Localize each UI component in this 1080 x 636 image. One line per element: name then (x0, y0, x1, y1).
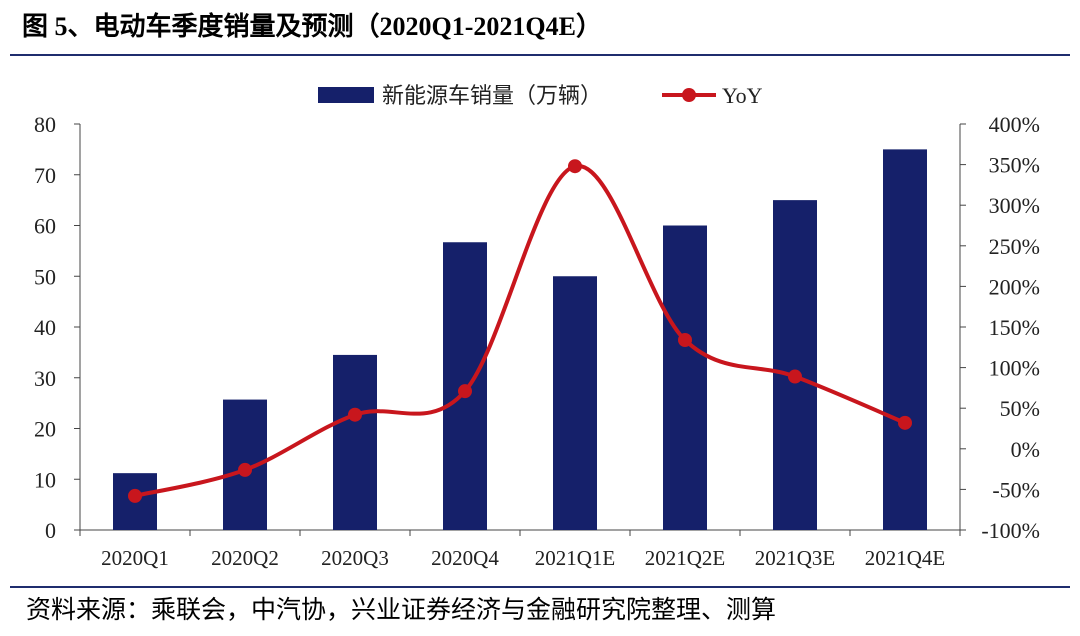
right-tick-label: 300% (989, 193, 1040, 218)
chart: 0 10 20 30 40 50 60 70 80 -100% -50% 0% 50% 100% 150% 2… (34, 83, 1040, 570)
source-note: 资料来源：乘联会，中汽协，兴业证券经济与金融研究院整理、测算 (26, 597, 777, 624)
right-tick-label: 0% (1011, 437, 1040, 462)
chart-title: 图 5、电动车季度销量及预测（2020Q1-2021Q4E） (22, 12, 602, 41)
bottom-rule (10, 586, 1070, 588)
right-tick-label: 400% (989, 112, 1040, 137)
legend-line-marker (682, 88, 696, 102)
right-tick-label: 250% (989, 234, 1040, 259)
yoy-point (898, 415, 912, 430)
bar (333, 354, 377, 530)
right-tick-label: 50% (1000, 396, 1040, 421)
yoy-point (128, 488, 142, 503)
left-tick-label: 20 (34, 417, 56, 442)
right-tick-label: 200% (989, 274, 1040, 299)
bar (663, 225, 707, 530)
yoy-point (788, 369, 802, 384)
x-tick-label: 2020Q1 (101, 546, 169, 570)
right-tick-label: 100% (989, 356, 1040, 381)
left-tick-label: 40 (34, 315, 56, 340)
left-tick-label: 80 (34, 112, 56, 137)
right-tick-label: -50% (992, 477, 1040, 502)
right-tick-label: 150% (989, 315, 1040, 340)
x-tick-label: 2020Q2 (211, 546, 279, 570)
bar (883, 149, 927, 530)
bar (773, 200, 817, 530)
x-tick-label: 2021Q3E (755, 546, 836, 570)
yoy-line (134, 164, 906, 498)
right-tick-label: -100% (981, 518, 1040, 543)
bar (553, 276, 597, 530)
left-tick-label: 30 (34, 366, 56, 391)
yoy-point (568, 159, 582, 174)
top-rule (10, 54, 1070, 56)
legend-bar-swatch (318, 87, 374, 103)
left-tick-label: 70 (34, 163, 56, 188)
yoy-point (238, 462, 252, 477)
x-tick-label: 2021Q4E (865, 546, 946, 570)
x-tick-label: 2021Q1E (535, 546, 616, 570)
yoy-point (678, 332, 692, 347)
legend-bar-label: 新能源车销量（万辆） (382, 83, 602, 108)
left-tick-label: 60 (34, 214, 56, 239)
left-tick-label: 0 (45, 518, 56, 543)
x-tick-label: 2020Q4 (431, 546, 499, 570)
yoy-point (348, 407, 362, 422)
legend-line-label: YoY (722, 83, 763, 108)
right-tick-label: 350% (989, 153, 1040, 178)
yoy-point (458, 384, 472, 399)
x-tick-label: 2020Q3 (321, 546, 389, 570)
left-tick-label: 50 (34, 264, 56, 289)
left-tick-label: 10 (34, 467, 56, 492)
x-tick-label: 2021Q2E (645, 546, 726, 570)
